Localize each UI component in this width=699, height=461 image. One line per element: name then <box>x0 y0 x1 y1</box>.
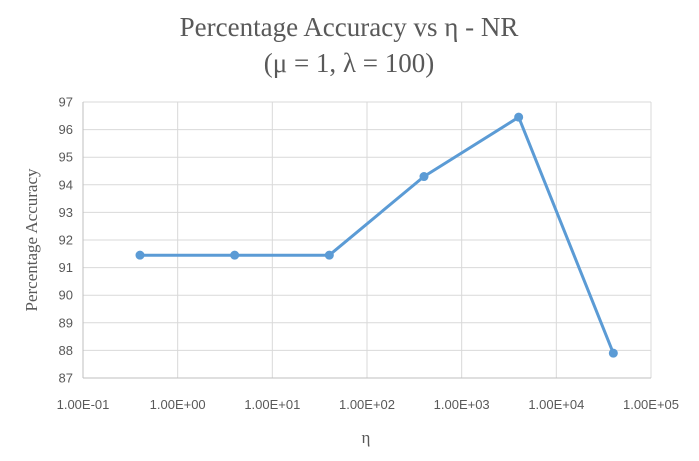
y-tick-label: 87 <box>59 371 73 386</box>
data-point <box>135 250 145 260</box>
data-point <box>514 112 524 122</box>
y-tick-label: 88 <box>59 343 73 358</box>
y-tick-label: 94 <box>59 177 73 192</box>
y-tick-label: 92 <box>59 233 73 248</box>
x-axis-ticks: 1.00E-01 1.00E+00 1.00E+01 1.00E+02 1.00E+03… <box>57 397 679 412</box>
x-tick-label: 1.00E+00 <box>150 397 206 412</box>
y-tick-label: 93 <box>59 205 73 220</box>
x-tick-label: 1.00E+03 <box>434 397 490 412</box>
y-tick-label: 97 <box>59 95 73 110</box>
y-axis-ticks: 87 88 89 90 91 92 93 94 95 96 97 <box>59 95 73 386</box>
y-tick-label: 96 <box>59 122 73 137</box>
axes <box>82 102 651 379</box>
x-tick-label: 1.00E+05 <box>623 397 679 412</box>
y-tick-label: 95 <box>59 150 73 165</box>
chart-subtitle: (μ = 1, λ = 100) <box>264 48 435 78</box>
x-tick-label: 1.00E+02 <box>339 397 395 412</box>
data-point <box>419 172 429 182</box>
x-axis-title: η <box>362 428 371 447</box>
data-point <box>608 348 618 358</box>
y-tick-label: 91 <box>59 260 73 275</box>
y-tick-label: 90 <box>59 288 73 303</box>
data-point <box>324 250 334 260</box>
grid-lines <box>82 101 652 379</box>
x-tick-label: 1.00E-01 <box>57 397 110 412</box>
x-tick-label: 1.00E+04 <box>528 397 584 412</box>
series-layer <box>135 112 618 358</box>
x-tick-label: 1.00E+01 <box>244 397 300 412</box>
y-axis-title: Percentage Accuracy <box>22 168 41 311</box>
data-point <box>230 250 240 260</box>
series-line <box>140 115 615 354</box>
chart-title: Percentage Accuracy vs η - NR <box>180 12 519 42</box>
y-tick-label: 89 <box>59 315 73 330</box>
